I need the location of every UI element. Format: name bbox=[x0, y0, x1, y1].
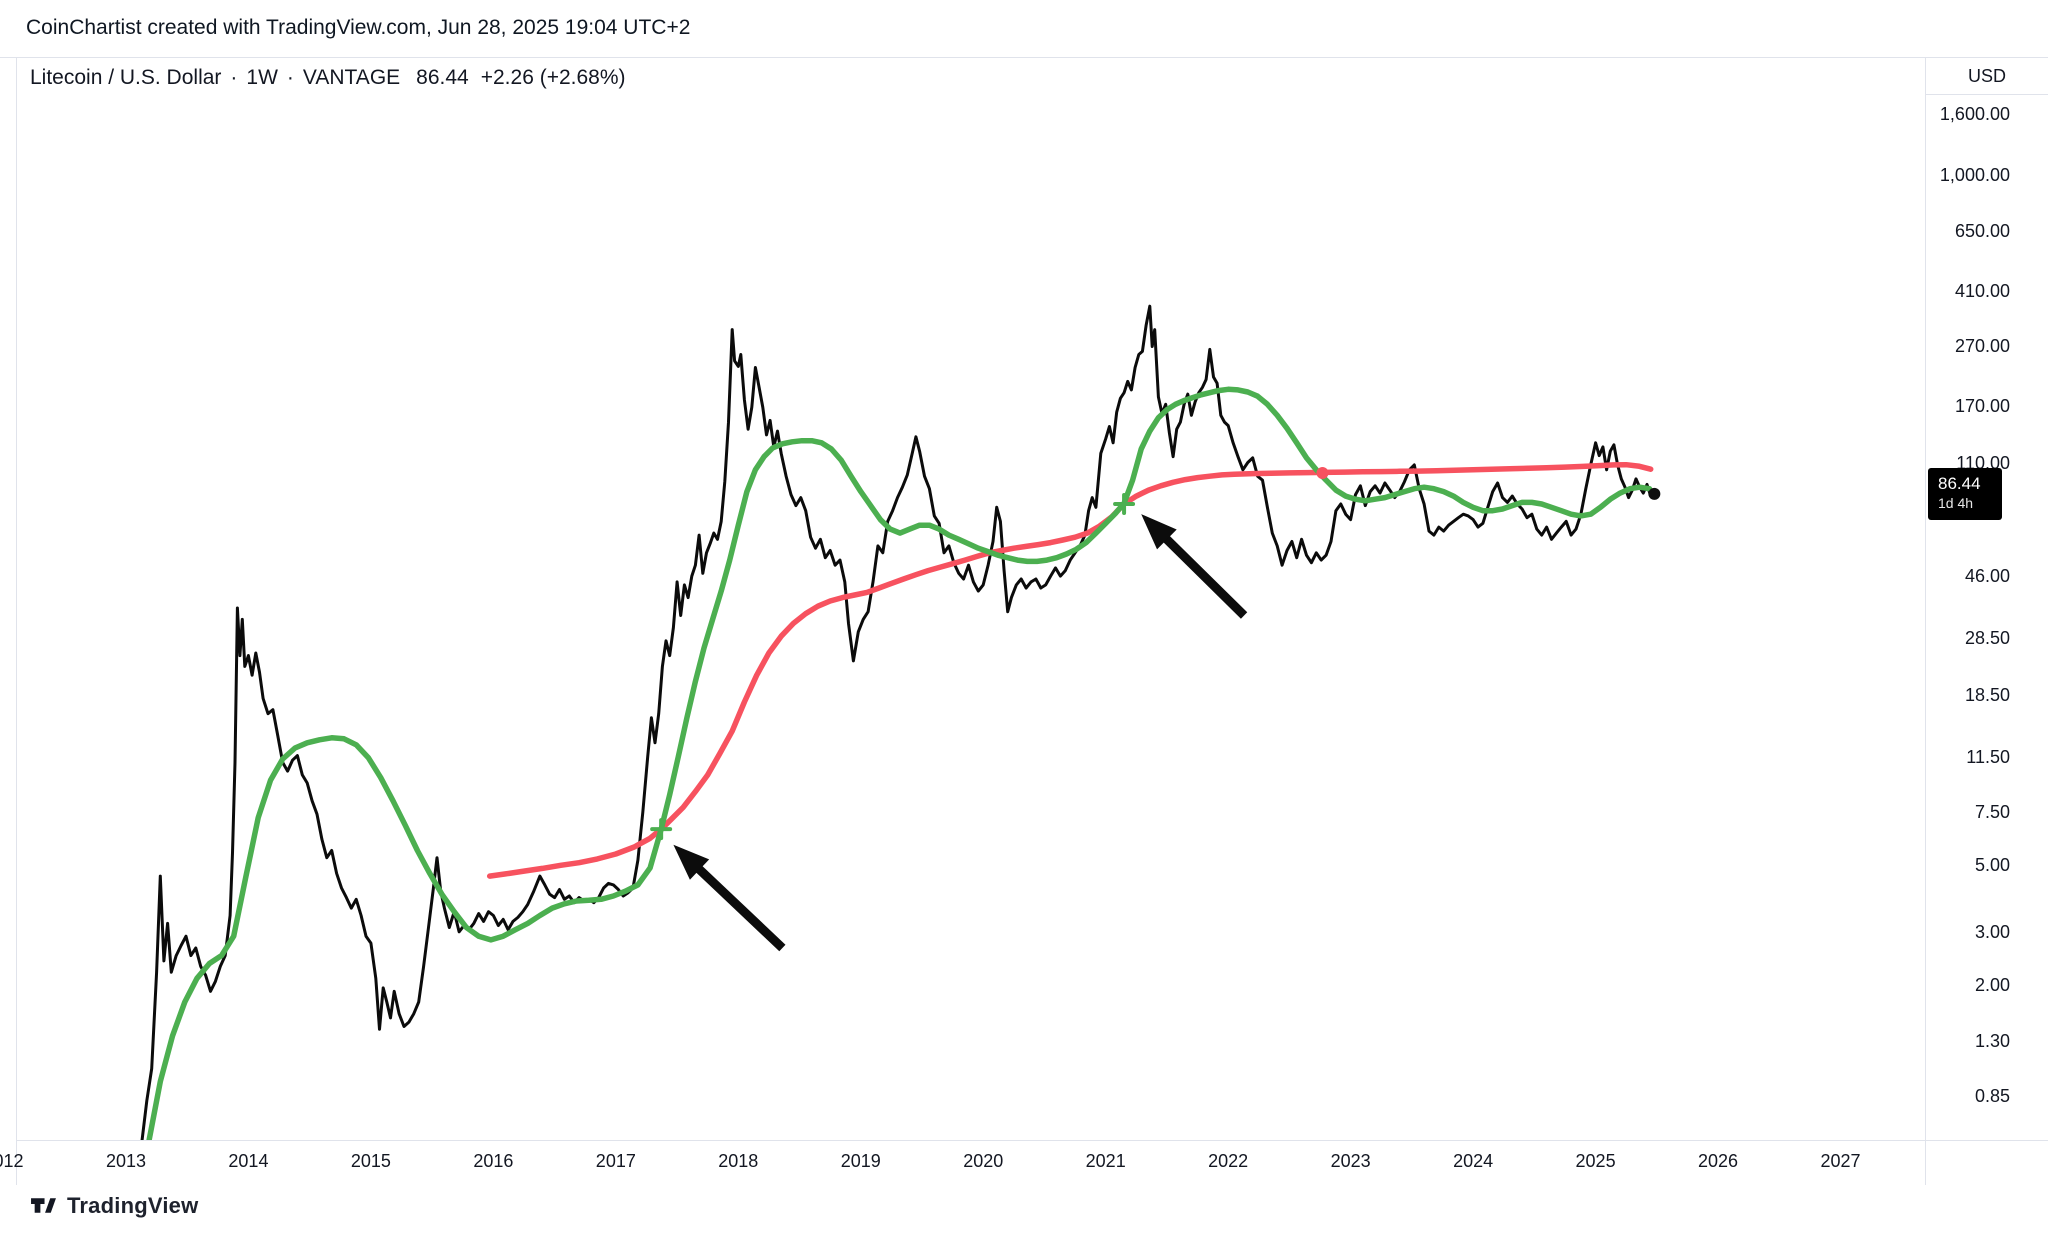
time-tick-label: 2014 bbox=[228, 1151, 269, 1171]
price-tick-label: 7.50 bbox=[1974, 802, 2010, 823]
price-chart-canvas[interactable] bbox=[16, 57, 1925, 1140]
price-tick-label: 1,600.00 bbox=[1939, 103, 2010, 124]
interval-label[interactable]: 1W bbox=[246, 66, 278, 89]
badge-price: 86.44 bbox=[1938, 473, 1981, 493]
price-tick-label: 650.00 bbox=[1954, 221, 2010, 242]
legend-separator: · bbox=[286, 66, 294, 89]
series-price bbox=[140, 304, 1656, 1140]
price-axis-divider bbox=[1925, 57, 1926, 1185]
price-tick-label: 270.00 bbox=[1954, 335, 2010, 356]
time-tick-label: 2018 bbox=[718, 1151, 759, 1171]
time-tick-label: 2022 bbox=[1208, 1151, 1249, 1171]
left-border bbox=[16, 57, 17, 1185]
time-tick-label: 2019 bbox=[840, 1151, 881, 1171]
symbol-legend: Litecoin / U.S. Dollar · 1W · VANTAGE 86.44 +2… bbox=[30, 66, 626, 90]
cross-marker bbox=[1113, 493, 1136, 516]
time-tick-label: 2025 bbox=[1575, 1151, 1616, 1171]
currency-label[interactable]: USD bbox=[1926, 57, 2048, 95]
last-price-badge: 86.44 1d 4h bbox=[1928, 467, 2002, 520]
legend-last-price: 86.44 bbox=[416, 66, 469, 89]
price-tick-label: 170.00 bbox=[1954, 395, 2010, 416]
time-tick-label: 2015 bbox=[350, 1151, 391, 1171]
price-tick-label: 0.85 bbox=[1974, 1086, 2010, 1107]
arrow-annotation-shaft bbox=[1159, 532, 1248, 619]
price-tick-label: 110.00 bbox=[1956, 452, 2010, 473]
price-tick-label: 2.00 bbox=[1974, 974, 2010, 995]
time-axis[interactable]: 2012 2013 2014 2015 2016 2017 2018 2019 2020 2021… bbox=[0, 1140, 2048, 1185]
dot-marker bbox=[1316, 466, 1329, 479]
attribution-text: CoinChartist created with TradingView.co… bbox=[26, 16, 691, 39]
price-tick-label: 3.00 bbox=[1974, 921, 2010, 942]
time-tick-label: 2012 bbox=[0, 1151, 24, 1171]
time-tick-label: 2026 bbox=[1698, 1151, 1739, 1171]
badge-countdown: 1d 4h bbox=[1938, 494, 1974, 511]
tradingview-brand[interactable]: TradingView bbox=[67, 1192, 199, 1218]
cross-marker bbox=[650, 818, 673, 841]
price-tick-label: 410.00 bbox=[1954, 281, 2010, 302]
tradingview-logo-icon[interactable] bbox=[30, 1192, 57, 1219]
exchange-label[interactable]: VANTAGE bbox=[302, 66, 401, 89]
time-tick-label: 2016 bbox=[473, 1151, 514, 1171]
time-tick-label: 2013 bbox=[105, 1151, 146, 1171]
time-tick-label: 2021 bbox=[1085, 1151, 1126, 1171]
time-tick-label: 2017 bbox=[595, 1151, 636, 1171]
time-tick-label: 2027 bbox=[1820, 1151, 1861, 1171]
price-axis[interactable]: USD 1,600.00 1,000.00 650.00 410.00 270.00 17… bbox=[1926, 57, 2048, 1185]
arrow-annotation-head bbox=[673, 844, 710, 880]
price-tick-label: 1.30 bbox=[1974, 1030, 2010, 1051]
price-tick-label: 11.50 bbox=[1966, 746, 2010, 767]
series-ma-red bbox=[486, 461, 1654, 879]
price-tick-label: 46.00 bbox=[1964, 566, 2010, 587]
time-axis-divider bbox=[16, 1140, 2048, 1141]
header-divider bbox=[0, 57, 2048, 58]
time-tick-label: 2023 bbox=[1330, 1151, 1371, 1171]
time-tick-label: 2024 bbox=[1453, 1151, 1494, 1171]
symbol-name[interactable]: Litecoin / U.S. Dollar bbox=[30, 66, 222, 89]
series-ma-green bbox=[146, 386, 1653, 1140]
price-tick-label: 5.00 bbox=[1974, 855, 2010, 876]
legend-change: +2.26 (+2.68%) bbox=[480, 66, 626, 89]
time-tick-label: 2020 bbox=[963, 1151, 1004, 1171]
arrow-annotation-shaft bbox=[692, 862, 786, 952]
arrow-annotation-head bbox=[1141, 514, 1177, 550]
price-tick-label: 28.50 bbox=[1964, 628, 2010, 649]
legend-separator: · bbox=[230, 66, 238, 89]
tradingview-footer: TradingView bbox=[30, 1192, 198, 1219]
dot-marker bbox=[1648, 487, 1661, 500]
price-tick-label: 1,000.00 bbox=[1939, 164, 2010, 185]
price-tick-label: 18.50 bbox=[1964, 684, 2010, 705]
